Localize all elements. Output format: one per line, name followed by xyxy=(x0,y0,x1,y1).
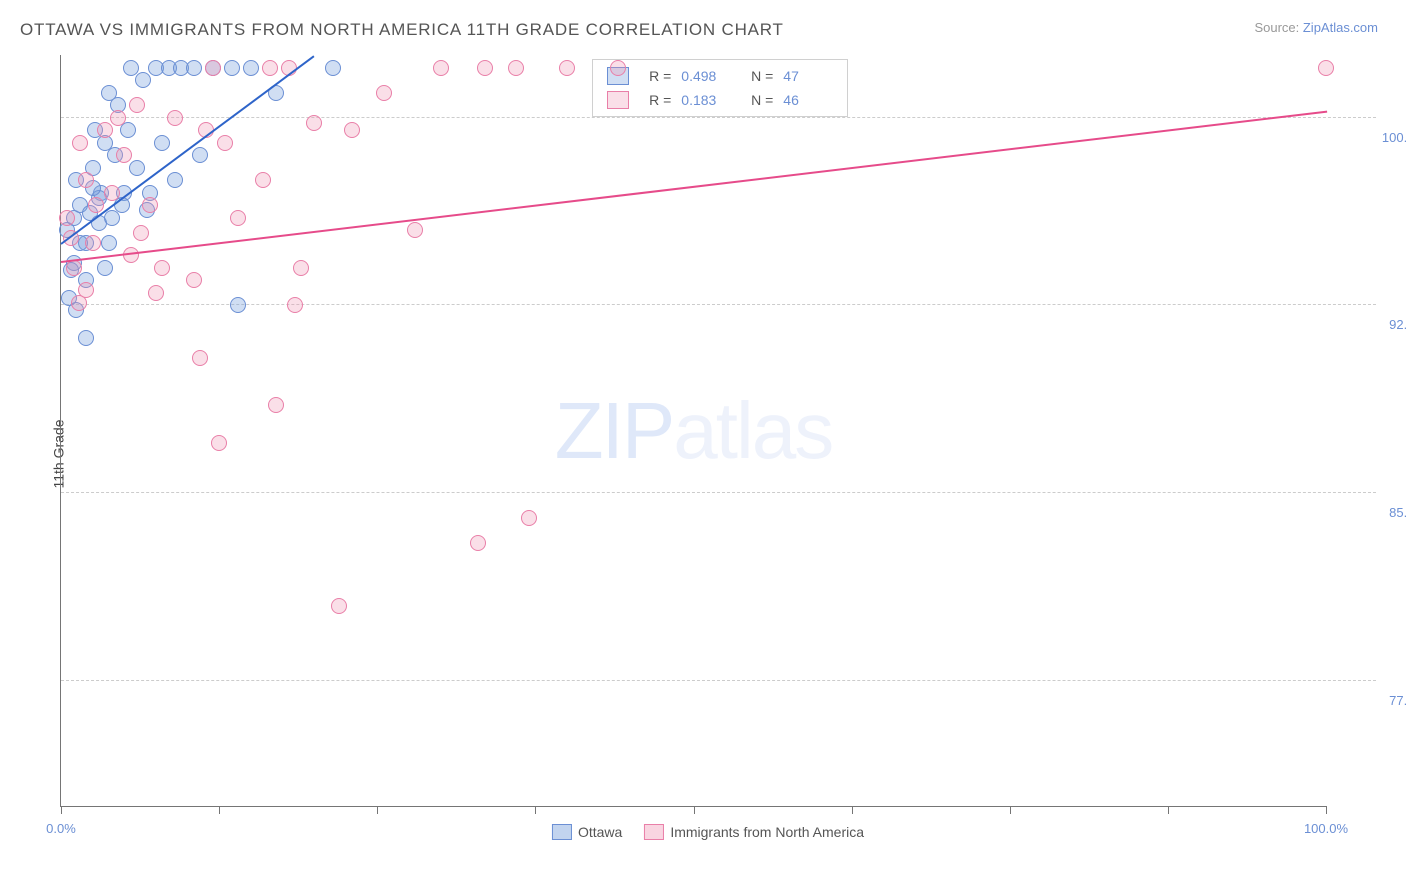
data-point xyxy=(211,435,227,451)
data-point xyxy=(129,97,145,113)
gridline: 77.5% xyxy=(61,680,1376,681)
data-point xyxy=(59,210,75,226)
data-point xyxy=(477,60,493,76)
x-tick xyxy=(219,806,220,814)
legend-swatch xyxy=(552,824,572,840)
data-point xyxy=(306,115,322,131)
data-point xyxy=(66,260,82,276)
chart-container: 11th Grade ZIPatlas R =0.498N =47R =0.18… xyxy=(30,55,1386,852)
data-point xyxy=(129,160,145,176)
x-tick xyxy=(1168,806,1169,814)
data-point xyxy=(110,110,126,126)
data-point xyxy=(470,535,486,551)
data-point xyxy=(287,297,303,313)
y-tick-label: 92.5% xyxy=(1389,317,1406,332)
x-tick-label: 100.0% xyxy=(1304,821,1348,836)
x-tick xyxy=(1010,806,1011,814)
x-tick xyxy=(852,806,853,814)
data-point xyxy=(217,135,233,151)
data-point xyxy=(133,225,149,241)
data-point xyxy=(85,235,101,251)
watermark: ZIPatlas xyxy=(555,385,832,477)
data-point xyxy=(192,350,208,366)
y-tick-label: 77.5% xyxy=(1389,693,1406,708)
data-point xyxy=(262,60,278,76)
legend-swatch xyxy=(607,91,629,109)
data-point xyxy=(148,285,164,301)
data-point xyxy=(167,172,183,188)
data-point xyxy=(101,235,117,251)
data-point xyxy=(154,135,170,151)
legend-item: Immigrants from North America xyxy=(644,824,864,840)
data-point xyxy=(120,122,136,138)
data-point xyxy=(186,60,202,76)
data-point xyxy=(186,272,202,288)
data-point xyxy=(293,260,309,276)
legend-stat-row: R =0.183N =46 xyxy=(593,88,847,112)
data-point xyxy=(344,122,360,138)
data-point xyxy=(433,60,449,76)
source-link[interactable]: ZipAtlas.com xyxy=(1303,20,1378,35)
x-tick xyxy=(377,806,378,814)
data-point xyxy=(142,197,158,213)
data-point xyxy=(407,222,423,238)
trend-line xyxy=(61,110,1327,262)
data-point xyxy=(268,397,284,413)
x-tick xyxy=(61,806,62,814)
source-label: Source: ZipAtlas.com xyxy=(1254,20,1378,35)
data-point xyxy=(154,260,170,276)
gridline: 92.5% xyxy=(61,304,1376,305)
x-tick-label: 0.0% xyxy=(46,821,76,836)
chart-title: OTTAWA VS IMMIGRANTS FROM NORTH AMERICA … xyxy=(20,20,784,40)
y-tick-label: 85.0% xyxy=(1389,505,1406,520)
x-tick xyxy=(535,806,536,814)
gridline: 100.0% xyxy=(61,117,1376,118)
data-point xyxy=(205,60,221,76)
data-point xyxy=(325,60,341,76)
legend-swatch xyxy=(644,824,664,840)
legend-stats: R =0.498N =47R =0.183N =46 xyxy=(592,59,848,117)
data-point xyxy=(255,172,271,188)
data-point xyxy=(610,60,626,76)
trend-line xyxy=(60,55,314,245)
y-tick-label: 100.0% xyxy=(1382,130,1406,145)
data-point xyxy=(521,510,537,526)
data-point xyxy=(230,210,246,226)
data-point xyxy=(97,260,113,276)
x-tick xyxy=(1326,806,1327,814)
data-point xyxy=(97,122,113,138)
data-point xyxy=(78,330,94,346)
plot-area: ZIPatlas R =0.498N =47R =0.183N =46 100.… xyxy=(60,55,1326,807)
data-point xyxy=(123,60,139,76)
data-point xyxy=(376,85,392,101)
data-point xyxy=(331,598,347,614)
data-point xyxy=(116,147,132,163)
legend-series: Ottawa Immigrants from North America xyxy=(552,824,864,840)
data-point xyxy=(78,172,94,188)
data-point xyxy=(508,60,524,76)
data-point xyxy=(192,147,208,163)
data-point xyxy=(72,135,88,151)
x-tick xyxy=(694,806,695,814)
legend-item: Ottawa xyxy=(552,824,622,840)
legend-stat-row: R =0.498N =47 xyxy=(593,64,847,88)
data-point xyxy=(224,60,240,76)
gridline: 85.0% xyxy=(61,492,1376,493)
data-point xyxy=(559,60,575,76)
data-point xyxy=(1318,60,1334,76)
data-point xyxy=(104,185,120,201)
data-point xyxy=(167,110,183,126)
data-point xyxy=(135,72,151,88)
data-point xyxy=(230,297,246,313)
data-point xyxy=(78,282,94,298)
data-point xyxy=(243,60,259,76)
